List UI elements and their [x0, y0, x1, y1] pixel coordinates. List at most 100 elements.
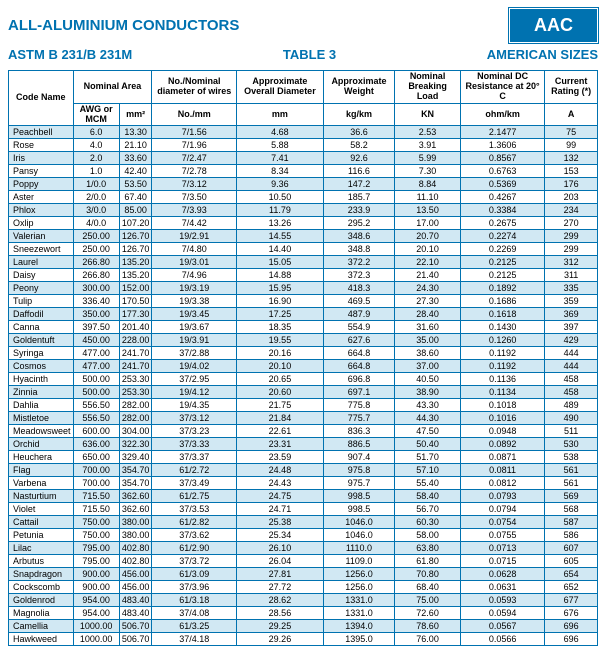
cell-value: 23.31	[237, 438, 323, 451]
cell-value: 38.90	[395, 386, 461, 399]
cell-value: 92.6	[323, 152, 395, 165]
table-row: Nasturtium715.50362.6061/2.7524.75998.55…	[9, 490, 598, 503]
cell-name: Petunia	[9, 529, 74, 542]
cell-value: 696	[545, 620, 598, 633]
cell-value: 0.2125	[460, 269, 544, 282]
cell-value: 42.40	[119, 165, 152, 178]
cell-value: 998.5	[323, 490, 395, 503]
cell-value: 7/1.56	[152, 126, 237, 139]
cell-value: 50.40	[395, 438, 461, 451]
cell-value: 78.60	[395, 620, 461, 633]
cell-value: 556.50	[73, 399, 119, 412]
cell-value: 176	[545, 178, 598, 191]
sizes-label: AMERICAN SIZES	[487, 47, 598, 62]
cell-value: 0.3384	[460, 204, 544, 217]
cell-value: 329.40	[119, 451, 152, 464]
cell-value: 37/3.23	[152, 425, 237, 438]
cell-value: 7/4.96	[152, 269, 237, 282]
cell-value: 70.80	[395, 568, 461, 581]
table-row: Cockscomb900.00456.0037/3.9627.721256.06…	[9, 581, 598, 594]
cell-value: 19/3.45	[152, 308, 237, 321]
table-row: Snapdragon900.00456.0061/3.0927.811256.0…	[9, 568, 598, 581]
cell-value: 636.00	[73, 438, 119, 451]
cell-value: 57.10	[395, 464, 461, 477]
cell-value: 2.1477	[460, 126, 544, 139]
cell-name: Daisy	[9, 269, 74, 282]
cell-name: Tulip	[9, 295, 74, 308]
col-nominal-area: Nominal Area	[73, 71, 152, 104]
cell-value: 0.0793	[460, 490, 544, 503]
cell-value: 37/4.08	[152, 607, 237, 620]
cell-value: 0.1016	[460, 412, 544, 425]
cell-value: 37/3.53	[152, 503, 237, 516]
cell-value: 1000.00	[73, 633, 119, 646]
cell-name: Cattail	[9, 516, 74, 529]
cell-name: Cockscomb	[9, 581, 74, 594]
cell-name: Dahlia	[9, 399, 74, 412]
col-current: Current Rating (*)	[545, 71, 598, 104]
cell-value: 116.6	[323, 165, 395, 178]
cell-value: 489	[545, 399, 598, 412]
table-row: Arbutus795.00402.8037/3.7226.041109.061.…	[9, 555, 598, 568]
cell-value: 700.00	[73, 464, 119, 477]
cell-name: Pansy	[9, 165, 74, 178]
cell-value: 282.00	[119, 399, 152, 412]
cell-value: 0.1192	[460, 347, 544, 360]
cell-value: 266.80	[73, 269, 119, 282]
cell-value: 469.5	[323, 295, 395, 308]
cell-value: 477.00	[73, 360, 119, 373]
cell-value: 0.0628	[460, 568, 544, 581]
table-row: Laurel266.80135.2019/3.0115.05372.222.10…	[9, 256, 598, 269]
cell-value: 8.34	[237, 165, 323, 178]
cell-value: 22.10	[395, 256, 461, 269]
table-row: Sneezewort250.00126.707/4.8014.40348.820…	[9, 243, 598, 256]
cell-value: 975.7	[323, 477, 395, 490]
cell-value: 13.50	[395, 204, 461, 217]
cell-value: 126.70	[119, 243, 152, 256]
cell-value: 1046.0	[323, 529, 395, 542]
unit-mm: mm	[237, 103, 323, 126]
cell-value: 311	[545, 269, 598, 282]
cell-value: 61/2.90	[152, 542, 237, 555]
cell-value: 19/3.91	[152, 334, 237, 347]
cell-value: 350.00	[73, 308, 119, 321]
cell-value: 0.1136	[460, 373, 544, 386]
spec-label: ASTM B 231/B 231M	[8, 47, 132, 62]
cell-value: 19.55	[237, 334, 323, 347]
cell-name: Hyacinth	[9, 373, 74, 386]
cell-value: 55.40	[395, 477, 461, 490]
cell-value: 836.3	[323, 425, 395, 438]
cell-value: 1/0.0	[73, 178, 119, 191]
col-breaking: Nominal Breaking Load	[395, 71, 461, 104]
cell-value: 554.9	[323, 321, 395, 334]
cell-value: 4/0.0	[73, 217, 119, 230]
table-row: Syringa477.00241.7037/2.8820.16664.838.6…	[9, 347, 598, 360]
cell-value: 506.70	[119, 633, 152, 646]
cell-value: 68.40	[395, 581, 461, 594]
col-diam-wires: No./Nominal diameter of wires	[152, 71, 237, 104]
cell-value: 336.40	[73, 295, 119, 308]
cell-value: 456.00	[119, 568, 152, 581]
cell-value: 75.00	[395, 594, 461, 607]
table-row: Petunia750.00380.0037/3.6225.341046.058.…	[9, 529, 598, 542]
cell-value: 56.70	[395, 503, 461, 516]
table-row: Dahlia556.50282.0019/4.3521.75775.843.30…	[9, 399, 598, 412]
cell-value: 586	[545, 529, 598, 542]
cell-value: 21.84	[237, 412, 323, 425]
cell-value: 61/3.09	[152, 568, 237, 581]
cell-value: 43.30	[395, 399, 461, 412]
cell-value: 1.0	[73, 165, 119, 178]
cell-name: Cosmos	[9, 360, 74, 373]
cell-value: 998.5	[323, 503, 395, 516]
cell-value: 4.0	[73, 139, 119, 152]
cell-value: 58.00	[395, 529, 461, 542]
cell-value: 1331.0	[323, 594, 395, 607]
cell-value: 22.61	[237, 425, 323, 438]
unit-amp: A	[545, 103, 598, 126]
cell-value: 37/3.72	[152, 555, 237, 568]
cell-value: 234	[545, 204, 598, 217]
cell-value: 750.00	[73, 529, 119, 542]
cell-value: 18.35	[237, 321, 323, 334]
cell-value: 282.00	[119, 412, 152, 425]
cell-value: 1046.0	[323, 516, 395, 529]
